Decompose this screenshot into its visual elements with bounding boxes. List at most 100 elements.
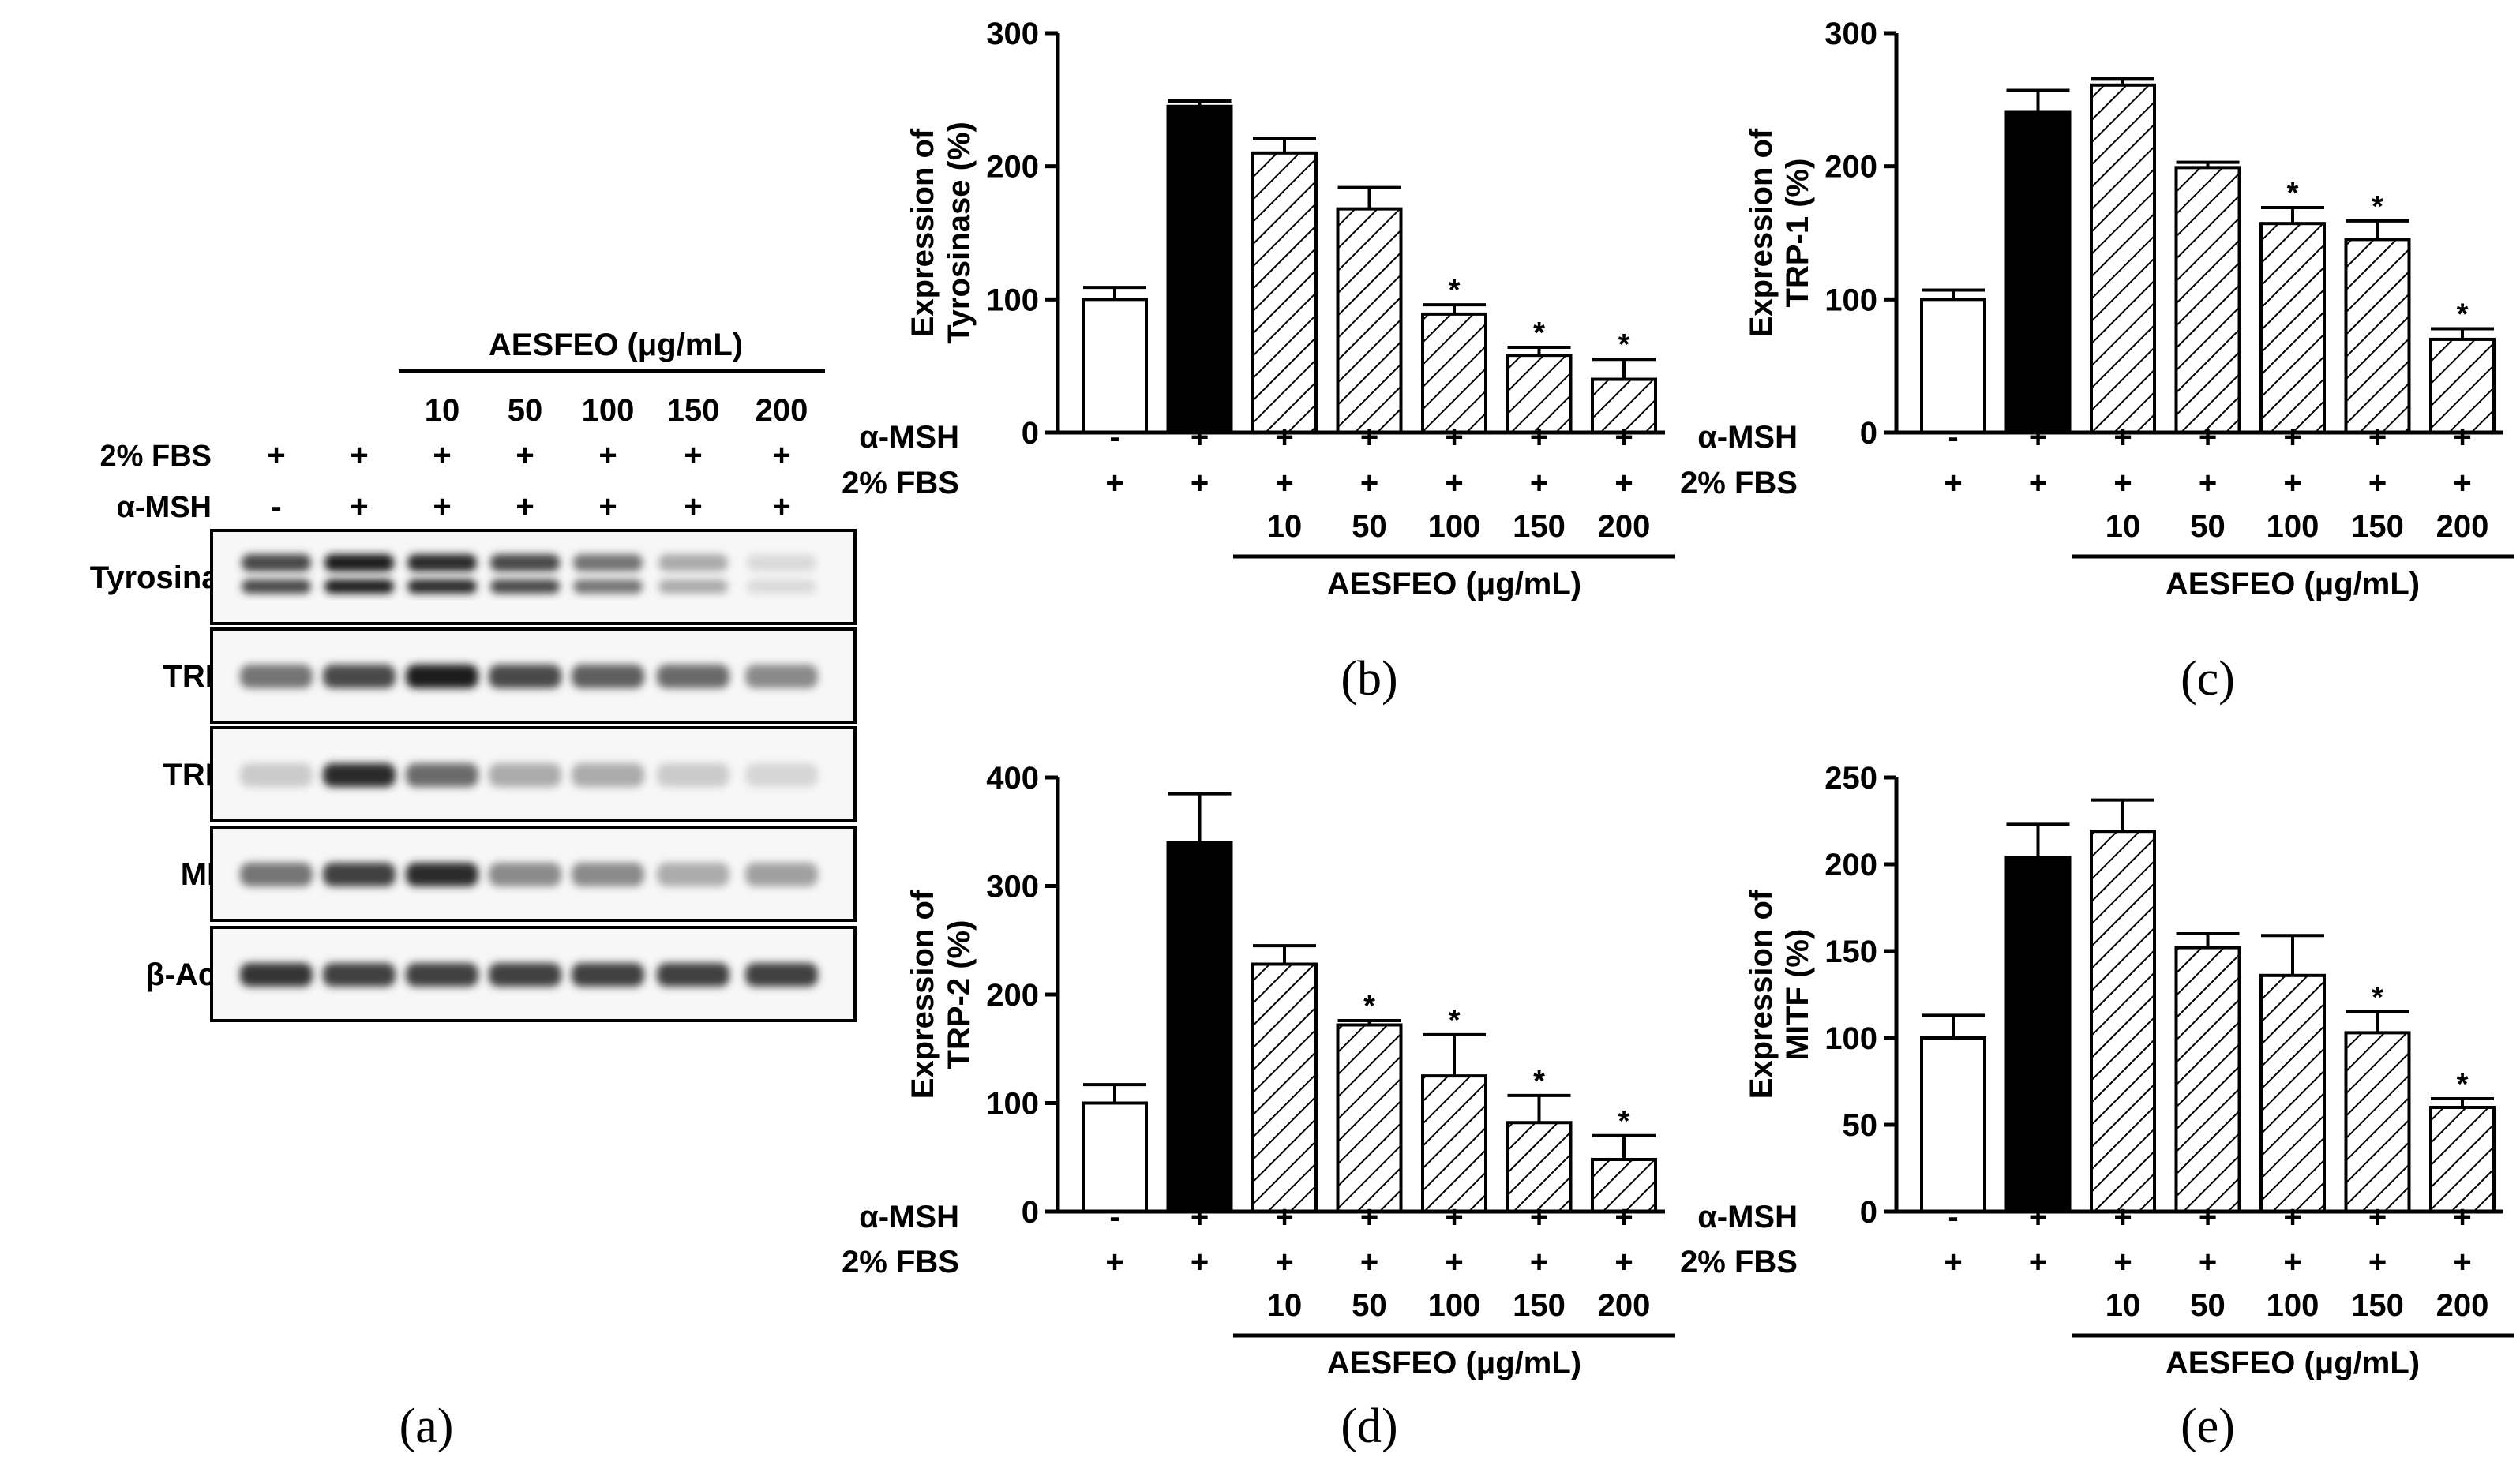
x-row-label: α-MSH — [859, 1200, 959, 1234]
bar — [1251, 962, 1318, 1213]
x-row-mark: + — [1275, 1245, 1293, 1279]
blot-band — [242, 554, 311, 571]
blot-band — [489, 863, 561, 886]
x-dose-label: 10 — [2106, 509, 2141, 544]
x-group-label: AESFEO (μg/mL) — [2166, 567, 2420, 601]
x-row-mark: + — [2113, 466, 2132, 500]
x-row-mark: + — [1275, 420, 1293, 455]
x-row-mark: + — [1445, 420, 1463, 455]
blot-row-mark: + — [598, 489, 617, 524]
y-axis-label: Expression of — [1744, 890, 1779, 1099]
x-row-label: α-MSH — [859, 420, 959, 455]
panel-label: (d) — [1341, 1399, 1397, 1453]
x-dose-label: 100 — [1428, 1288, 1481, 1323]
significance-marker: * — [1363, 990, 1375, 1023]
x-row-label: 2% FBS — [842, 466, 959, 500]
chart-panel-b: 0 100 200 300 Expression of Tyrosinase (%) * * *… — [842, 17, 1675, 706]
x-dose-label: 150 — [1513, 1288, 1566, 1323]
x-row-mark: + — [1530, 466, 1548, 500]
blot-row-mark: + — [772, 438, 790, 473]
blot-row-mark: + — [350, 489, 368, 524]
x-row-mark: - — [1109, 420, 1119, 455]
x-row-mark: + — [2113, 420, 2132, 455]
x-row-mark: + — [1944, 466, 1962, 500]
x-row-mark: + — [2199, 1200, 2217, 1234]
bar — [2344, 238, 2411, 434]
blot-dose-label: 200 — [756, 393, 808, 428]
bar — [1082, 1101, 1148, 1213]
x-dose-label: 100 — [2267, 509, 2319, 544]
significance-marker: * — [2372, 190, 2383, 223]
x-dose-label: 100 — [1428, 509, 1481, 544]
blot-band — [407, 579, 477, 594]
blot-band — [745, 963, 818, 987]
blot-band — [657, 863, 729, 886]
bar — [1506, 354, 1573, 435]
x-row-mark: + — [2283, 466, 2301, 500]
blot-band — [323, 665, 396, 688]
y-tick-label: 0 — [1022, 1195, 1039, 1230]
blot-band — [406, 863, 478, 886]
x-row-mark: + — [2283, 420, 2301, 455]
x-row-mark: + — [1191, 420, 1209, 455]
blot-band — [658, 579, 728, 594]
blot-band — [658, 554, 728, 571]
x-row-mark: + — [1360, 466, 1378, 500]
x-row-mark: + — [1191, 1245, 1209, 1279]
y-tick-label: 200 — [986, 150, 1039, 185]
chart-panel-e: 0 50 100 150 200 250 Expression of MITF (%) * * α-… — [1680, 761, 2514, 1453]
panel-label: (b) — [1341, 652, 1397, 706]
y-axis-label: Expression of — [1744, 128, 1779, 337]
blot-band — [572, 963, 644, 987]
bar — [1336, 207, 1403, 434]
x-row-mark: + — [2453, 420, 2471, 455]
bar — [1920, 298, 1986, 435]
bar — [1920, 1036, 1986, 1213]
y-tick-label: 300 — [1824, 17, 1877, 51]
x-row-mark: - — [1948, 420, 1958, 455]
bar — [1336, 1023, 1403, 1213]
bar — [1421, 312, 1487, 434]
x-dose-label: 10 — [1267, 1288, 1303, 1323]
x-row-mark: + — [2113, 1200, 2132, 1234]
x-dose-label: 150 — [2351, 1288, 2404, 1323]
blot-band — [323, 963, 396, 987]
x-row-mark: + — [2368, 466, 2387, 500]
x-row-mark: - — [1109, 1200, 1119, 1234]
x-row-mark: + — [2199, 466, 2217, 500]
bar — [2174, 946, 2241, 1213]
blot-band — [657, 763, 729, 787]
blot-row-label: 2% FBS — [100, 440, 212, 473]
x-dose-label: 50 — [2190, 509, 2226, 544]
x-group-label: AESFEO (μg/mL) — [1327, 567, 1581, 601]
significance-marker: * — [1618, 328, 1630, 362]
blot-band — [323, 863, 396, 886]
x-dose-label: 150 — [2351, 509, 2404, 544]
blot-band — [324, 554, 394, 571]
x-dose-label: 50 — [1352, 509, 1387, 544]
blot-band — [747, 579, 816, 594]
x-dose-label: 200 — [1598, 1288, 1651, 1323]
chart-panel-c: 0 100 200 300 Expression of TRP-1 (%) * * * α-MSH… — [1680, 17, 2514, 706]
x-row-mark: + — [1530, 1200, 1548, 1234]
blot-row-mark: + — [684, 489, 702, 524]
x-dose-label: 200 — [2436, 1288, 2489, 1323]
x-row-mark: + — [2029, 1245, 2047, 1279]
blot-band — [745, 763, 818, 787]
x-row-mark: + — [2283, 1200, 2301, 1234]
y-tick-label: 300 — [986, 870, 1039, 905]
x-row-mark: - — [1948, 1200, 1958, 1234]
bar — [2090, 83, 2156, 434]
bar — [2429, 337, 2496, 434]
blot-band — [573, 579, 643, 594]
bar — [2004, 856, 2072, 1213]
x-row-mark: + — [2113, 1245, 2132, 1279]
blot-band — [490, 554, 560, 571]
y-tick-label: 400 — [986, 761, 1039, 796]
blot-row-label: α-MSH — [117, 491, 212, 524]
blot-band — [407, 554, 477, 571]
y-axis-label: TRP-1 (%) — [1780, 159, 1815, 308]
x-dose-label: 200 — [1598, 509, 1651, 544]
blot-band — [406, 963, 478, 987]
bar — [2344, 1031, 2411, 1214]
